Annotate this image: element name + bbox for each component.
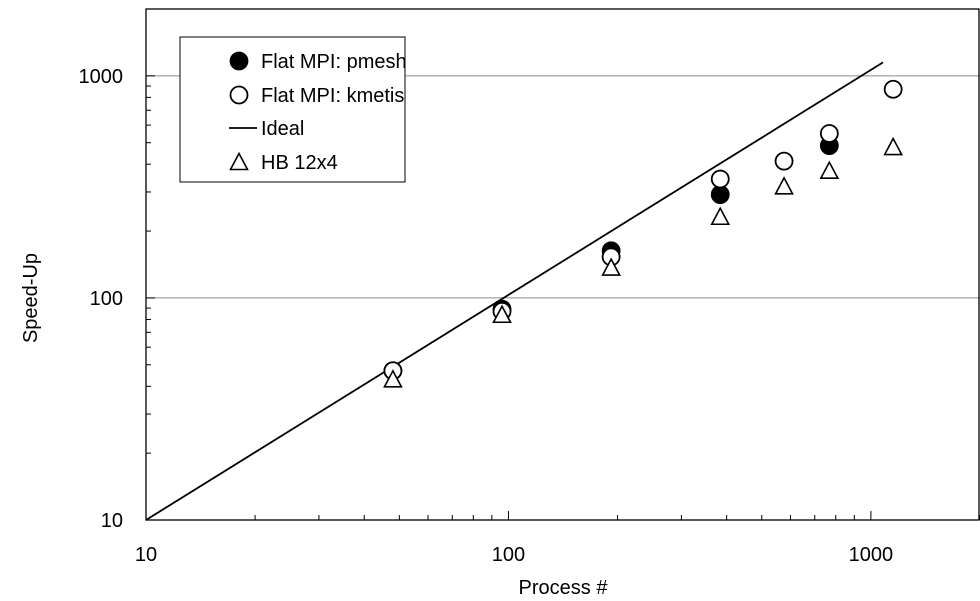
flat-mpi-kmetis-point-3 — [710, 169, 730, 189]
y-tick-label-10: 10 — [101, 510, 123, 532]
plot-frame — [145, 8, 980, 521]
legend-label-ideal: Ideal — [261, 118, 304, 140]
hb-12x4-point-1 — [492, 304, 512, 324]
ideal-series-line — [145, 61, 884, 521]
hb-12x4-point-3 — [710, 206, 731, 226]
flat-mpi-pmesh-point-3 — [710, 185, 730, 204]
x-axis-title: Process # — [519, 577, 609, 599]
y-tick-label-1000: 1000 — [79, 66, 124, 88]
legend-label-hb-12x4: HB 12x4 — [261, 152, 338, 174]
legend-marker-flat-mpi-kmetis — [229, 85, 249, 105]
hb-12x4-point-6 — [883, 136, 903, 156]
x-tick-label-1000: 1000 — [849, 544, 894, 566]
y-axis-title: Speed-Up — [20, 253, 42, 343]
x-tick-label-10: 10 — [135, 544, 157, 566]
legend-box — [179, 36, 406, 183]
hb-12x4-point-2 — [601, 257, 621, 276]
hb-12x4-point-0 — [383, 369, 403, 388]
flat-mpi-kmetis-point-4 — [774, 151, 794, 171]
hb-12x4-point-5 — [819, 160, 840, 180]
hb-12x4-point-4 — [774, 176, 794, 195]
x-tick-label-100: 100 — [492, 544, 525, 566]
legend-marker-flat-mpi-pmesh — [229, 51, 249, 71]
flat-mpi-kmetis-point-6 — [883, 79, 903, 99]
flat-mpi-kmetis-point-5 — [819, 124, 839, 143]
legend-label-flat-mpi-kmetis: Flat MPI: kmetis — [261, 85, 404, 107]
legend-marker-hb-12x4 — [229, 151, 249, 171]
legend-label-flat-mpi-pmesh: Flat MPI: pmesh — [261, 51, 407, 73]
y-tick-label-100: 100 — [90, 288, 123, 310]
